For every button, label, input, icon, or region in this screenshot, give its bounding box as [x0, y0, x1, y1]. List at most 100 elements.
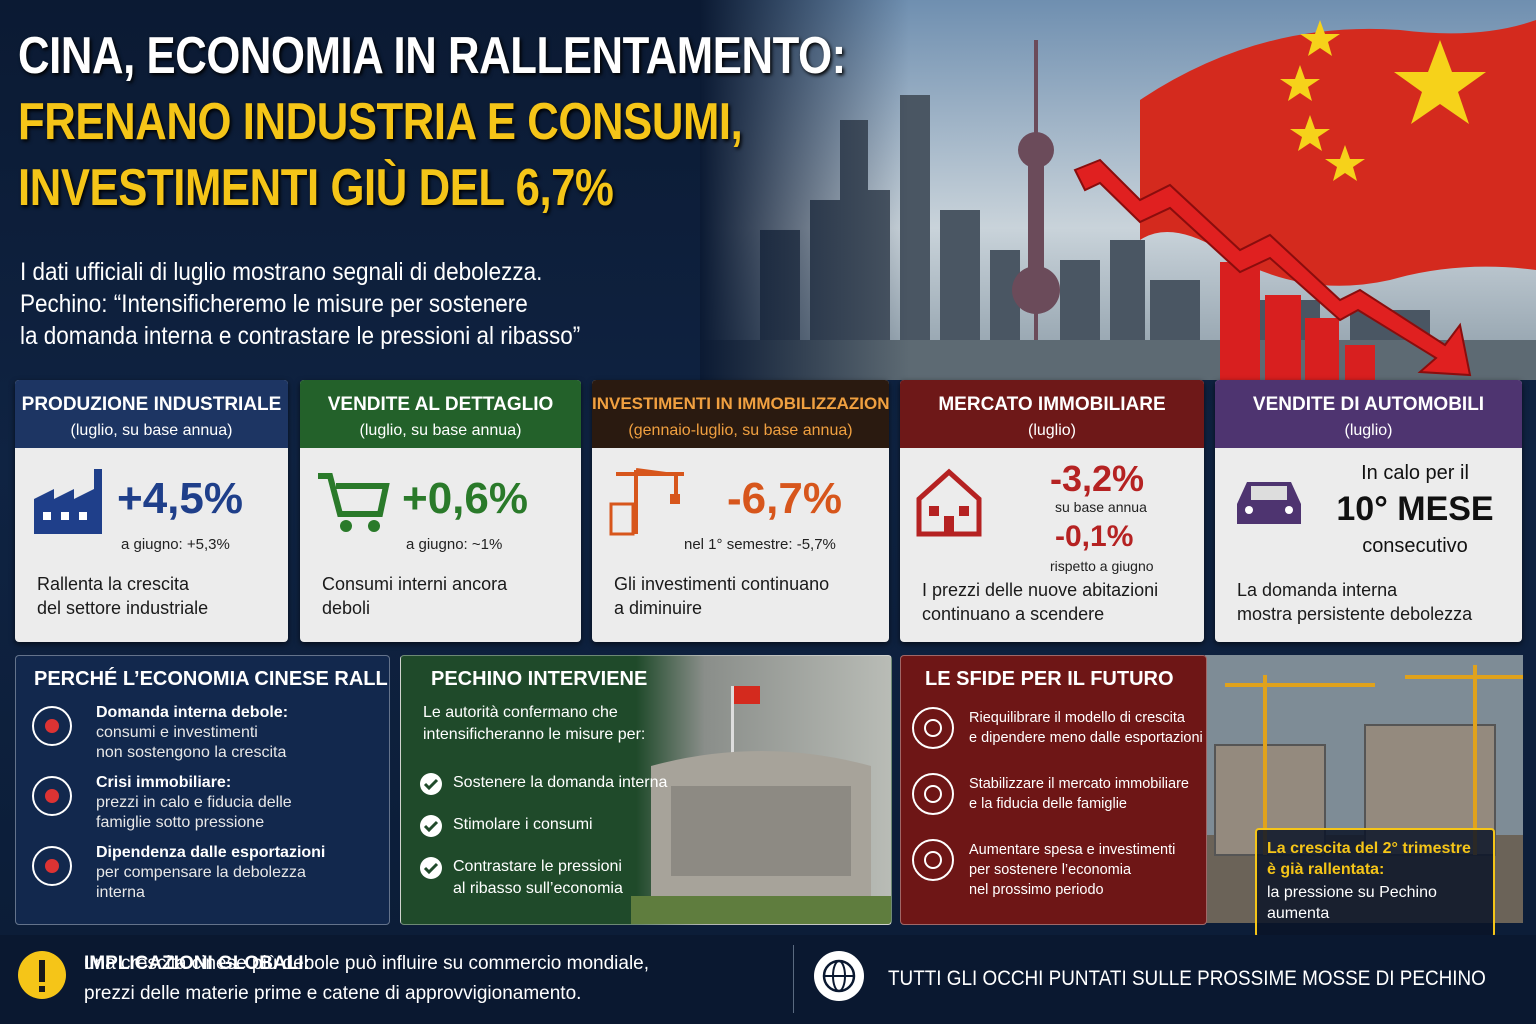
card-description: Consumi interni ancora: [322, 574, 508, 594]
card-period: (luglio): [1344, 422, 1393, 439]
cause-text: famiglie sotto pressione: [96, 814, 265, 831]
response-intro: Le autorità confermano che: [423, 704, 618, 721]
footer-divider: [793, 945, 794, 1013]
challenge-icon: [912, 839, 954, 881]
indicator-card: VENDITE AL DETTAGLIO (luglio, su base ann…: [300, 380, 581, 642]
footer-closing: TUTTI GLI OCCHI PUNTATI SULLE PROSSIME M…: [888, 967, 1486, 990]
card-period: (luglio, su base annua): [70, 422, 233, 439]
challenge-icon: [912, 773, 954, 815]
card-description: La domanda interna: [1237, 580, 1398, 600]
indicator-icon: [318, 473, 390, 532]
card-period: (gennaio-luglio, su base annua): [628, 422, 853, 439]
callout-highlight: La crescita del 2° trimestre: [1267, 840, 1471, 857]
value: +4,5%: [117, 474, 243, 523]
comparison: nel 1° semestre: -5,7%: [684, 536, 836, 553]
challenge-icon: [912, 707, 954, 749]
callout-text: la pressione su Pechino: [1267, 884, 1437, 901]
cause-heading: Dipendenza dalle esportazioni: [96, 844, 326, 861]
challenge-text: Stabilizzare il mercato immobiliare: [969, 776, 1189, 792]
card-description: I prezzi delle nuove abitazioni: [922, 580, 1159, 600]
panel-title: LE SFIDE PER IL FUTURO: [925, 668, 1174, 690]
subtitle: I dati ufficiali di luglio mostrano segn…: [20, 258, 543, 286]
response-item: Stimolare i consumi: [453, 816, 593, 833]
panel-title: PECHINO INTERVIENE: [431, 668, 648, 690]
status-text: In calo per il: [1361, 462, 1469, 484]
card-description: a diminuire: [614, 598, 703, 618]
cause-text: per compensare la debolezza: [96, 864, 306, 881]
challenge-text: Riequilibrare il modello di crescita: [969, 710, 1185, 726]
indicator-card: PRODUZIONE INDUSTRIALE (luglio, su base a…: [15, 380, 288, 642]
status-text: 10° MESE: [1336, 490, 1494, 528]
value: +0,6%: [402, 474, 528, 523]
globe-icon: [814, 951, 864, 1001]
comparison: a giugno: +5,3%: [121, 536, 230, 553]
footer: IMPLICAZIONI GLOBALI: una crescita cines…: [0, 935, 1536, 1024]
warning-icon: [18, 951, 66, 999]
check-icon: [420, 815, 442, 837]
indicator-icon: [1237, 482, 1301, 524]
card-period: (luglio): [1027, 422, 1076, 439]
challenges-panel: LE SFIDE PER IL FUTURO Riequilibrare il m…: [900, 655, 1207, 925]
response-panel: PECHINO INTERVIENE Le autorità confermano…: [400, 655, 892, 925]
cause-heading: Crisi immobiliare:: [96, 774, 232, 791]
card-title: VENDITE AL DETTAGLIO: [327, 394, 554, 415]
skyline-scene: [700, 0, 1536, 380]
response-item: al ribasso sull’economia: [453, 880, 623, 897]
comparison: a giugno: ~1%: [406, 536, 503, 553]
response-intro: intensificheranno le misure per:: [423, 726, 646, 743]
second-note: rispetto a giugno: [1050, 558, 1154, 574]
card-description: continuano a scendere: [922, 604, 1105, 624]
card-period: (luglio, su base annua): [359, 422, 522, 439]
callout-highlight: è già rallentata:: [1267, 861, 1385, 878]
status-text: consecutivo: [1362, 535, 1468, 557]
card-header: [15, 380, 288, 448]
footer-text: una crescita cinese più debole può influ…: [84, 953, 650, 974]
indicator-card: MERCATO IMMOBILIARE (luglio) -3,2% su base …: [900, 380, 1204, 642]
challenge-text: per sostenere l’economia: [969, 862, 1132, 878]
panel-title: PERCHÉ L’ECONOMIA CINESE RALLENTA?: [34, 668, 389, 690]
subtitle: la domanda interna e contrastare le pres…: [20, 322, 581, 350]
indicator-icon: [34, 469, 102, 534]
check-icon: [420, 773, 442, 795]
challenge-text: e la fiducia delle famiglie: [969, 796, 1127, 812]
card-description: Rallenta la crescita: [37, 574, 190, 594]
card-description: mostra persistente debolezza: [1237, 604, 1473, 624]
cause-text: non sostengono la crescita: [96, 744, 287, 761]
card-title: VENDITE DI AUTOMOBILI: [1252, 394, 1485, 415]
cause-icon: [32, 846, 72, 886]
headline: INVESTIMENTI GIÙ DEL 6,7%: [18, 159, 614, 217]
challenge-text: e dipendere meno dalle esportazioni: [969, 730, 1203, 746]
card-title: INVESTIMENTI IN IMMOBILIZZAZIONI: [592, 394, 889, 413]
response-item: Contrastare le pressioni: [453, 858, 622, 875]
card-title: MERCATO IMMOBILIARE: [938, 394, 1166, 415]
card-title: PRODUZIONE INDUSTRIALE: [21, 394, 282, 415]
indicator-icon: [916, 468, 982, 537]
card-description: Gli investimenti continuano: [614, 574, 830, 594]
card-header: [592, 380, 889, 448]
headline: CINA, ECONOMIA IN RALLENTAMENTO:: [18, 27, 846, 85]
indicator-card: INVESTIMENTI IN IMMOBILIZZAZIONI (gennaio…: [592, 380, 889, 642]
cause-text: interna: [96, 884, 145, 901]
cause-text: consumi e investimenti: [96, 724, 258, 741]
cause-icon: [32, 706, 72, 746]
card-description: del settore industriale: [37, 598, 209, 618]
value-note: su base annua: [1055, 499, 1147, 515]
callout-text: aumenta: [1267, 905, 1330, 922]
challenge-text: nel prossimo periodo: [969, 882, 1104, 898]
challenge-text: Aumentare spesa e investimenti: [969, 842, 1176, 858]
callout: La crescita del 2° trimestre è già rallen…: [1255, 828, 1495, 938]
value: -6,7%: [727, 474, 842, 523]
cause-text: prezzi in calo e fiducia delle: [96, 794, 292, 811]
card-header: [900, 380, 1204, 448]
cause-heading: Domanda interna debole:: [96, 704, 289, 721]
causes-panel: PERCHÉ L’ECONOMIA CINESE RALLENTA? Domand…: [15, 655, 390, 925]
card-header: [1215, 380, 1522, 448]
indicator-icon: [609, 468, 684, 536]
response-item: Sostenere la domanda interna: [453, 774, 668, 791]
headline: FRENANO INDUSTRIA E CONSUMI,: [18, 93, 743, 151]
subtitle: Pechino: “Intensificheremo le misure per…: [20, 290, 528, 318]
card-description: deboli: [322, 598, 371, 618]
central-bank-building: [631, 686, 891, 924]
card-header: [300, 380, 581, 448]
